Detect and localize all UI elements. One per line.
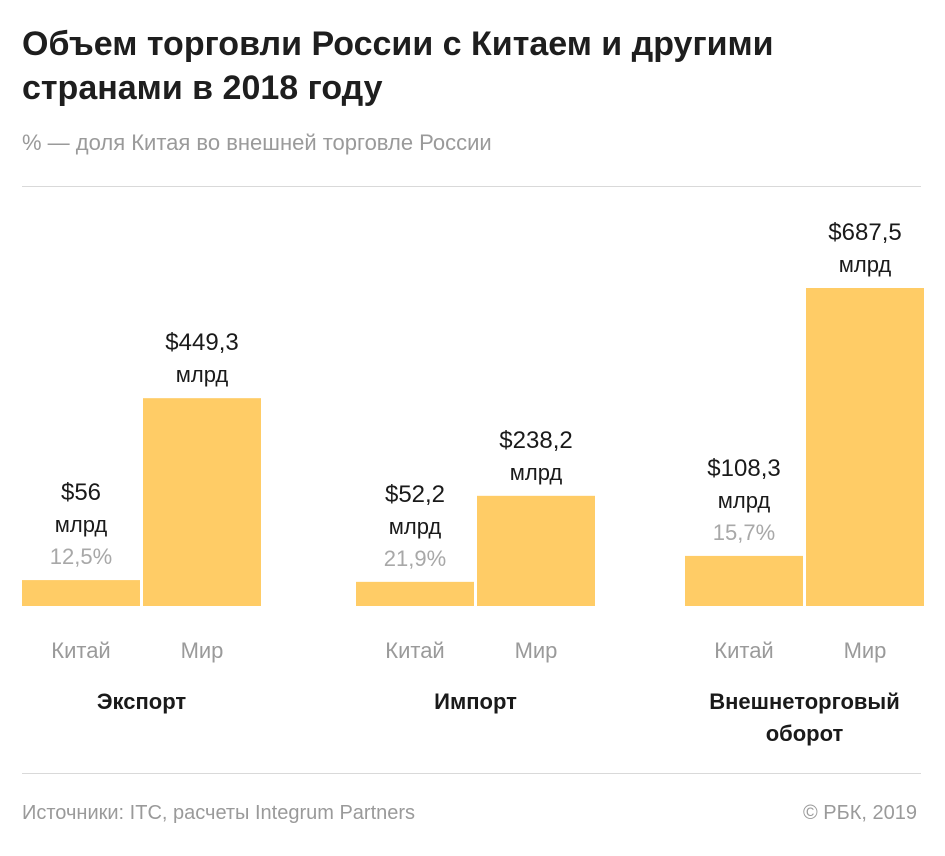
group-label: Внешнеторговый xyxy=(709,689,900,714)
share-label: 21,9% xyxy=(384,546,446,571)
bar xyxy=(22,580,140,606)
share-label: 15,7% xyxy=(713,520,775,545)
group-label: оборот xyxy=(766,721,844,746)
bar xyxy=(806,288,924,606)
value-unit-label: млрд xyxy=(718,488,771,513)
category-label: Китай xyxy=(385,638,444,663)
bottom-divider xyxy=(22,773,921,774)
value-label: $108,3 xyxy=(707,455,780,482)
value-unit-label: млрд xyxy=(55,512,108,537)
value-label: $56 xyxy=(61,479,101,506)
bar xyxy=(477,495,595,606)
copyright: © РБК, 2019 xyxy=(802,802,917,824)
value-unit-label: млрд xyxy=(839,252,892,277)
value-label: $238,2 xyxy=(499,427,572,454)
value-unit-label: млрд xyxy=(389,514,442,539)
category-label: Мир xyxy=(515,638,558,663)
source-note: Источники: ITC, расчеты Integrum Partner… xyxy=(22,802,416,824)
bar xyxy=(356,581,474,606)
bar xyxy=(685,555,803,606)
bar xyxy=(143,398,261,606)
category-label: Китай xyxy=(51,638,110,663)
category-label: Мир xyxy=(181,638,224,663)
value-unit-label: млрд xyxy=(510,460,563,485)
value-label: $687,5 xyxy=(828,219,901,246)
group-label: Импорт xyxy=(434,689,517,714)
group-label: Экспорт xyxy=(97,689,186,714)
bar-chart: 12,5% млрд $56 Китай млрд $449,3 Мир Экспорт 21,… xyxy=(22,219,924,746)
chart-subtitle: % — доля Китая во внешней торговле Росси… xyxy=(22,130,492,155)
chart-title: Объем торговли России с Китаем и другими… xyxy=(22,25,774,107)
share-label: 12,5% xyxy=(50,544,112,569)
value-label: $449,3 xyxy=(165,329,238,356)
category-label: Китай xyxy=(714,638,773,663)
value-unit-label: млрд xyxy=(176,362,229,387)
category-label: Мир xyxy=(844,638,887,663)
value-label: $52,2 xyxy=(385,481,445,508)
top-divider xyxy=(22,186,921,187)
